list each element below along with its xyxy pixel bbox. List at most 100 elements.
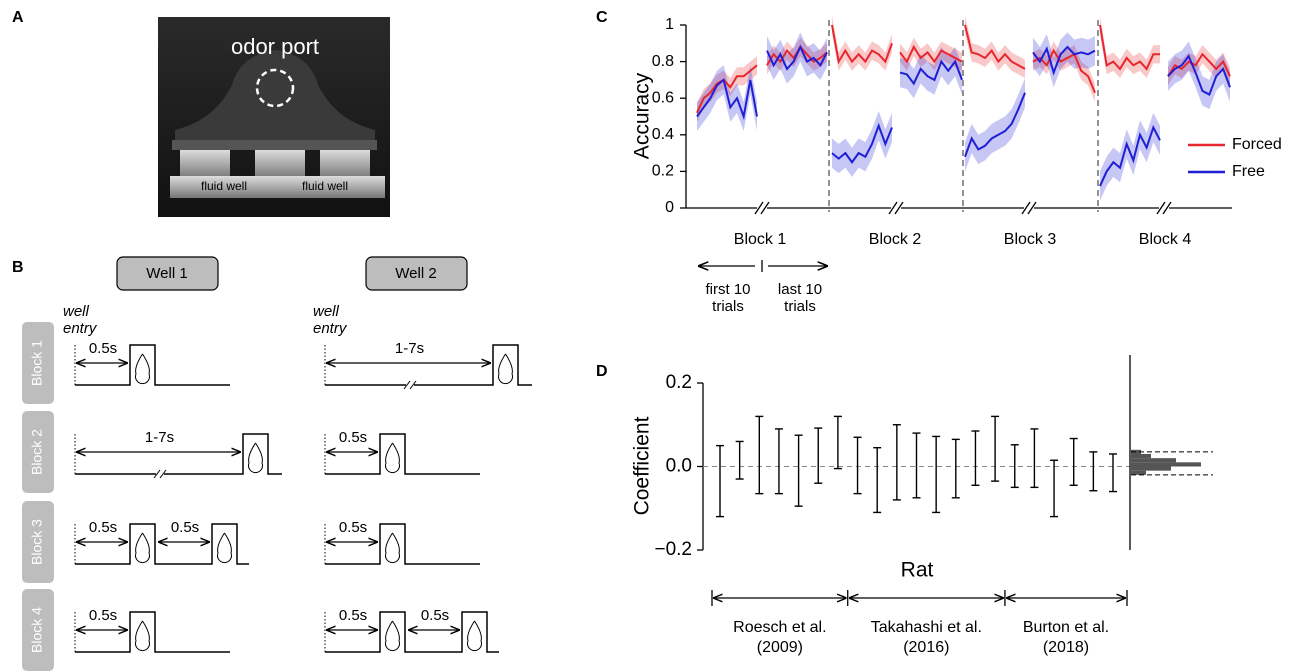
group-year: (2009)	[757, 639, 803, 656]
axis-break	[888, 201, 898, 215]
delay-label: 0.5s	[89, 519, 117, 536]
reward-drop	[385, 620, 400, 652]
accuracy-line	[766, 44, 828, 71]
entry-label: entry	[63, 320, 98, 337]
accuracy-line	[964, 24, 1026, 70]
error-band	[1100, 15, 1160, 79]
accuracy-line	[899, 59, 963, 86]
accuracy-line	[831, 24, 893, 65]
axis-break	[1027, 201, 1037, 215]
accuracy-line	[1032, 48, 1096, 94]
reward-drop	[217, 532, 232, 564]
delay-label: 0.5s	[171, 519, 199, 536]
axis-break	[156, 469, 164, 479]
port-label: odor port	[231, 34, 319, 59]
timeline	[325, 523, 480, 565]
entry-label: entry	[313, 320, 348, 337]
entry-label: well	[313, 303, 340, 320]
group-year: (2016)	[903, 639, 949, 656]
block-label: Block 3	[1004, 231, 1057, 248]
segment-label: trials	[784, 298, 816, 315]
block-label: Block 2	[869, 231, 922, 248]
axis-break	[760, 201, 770, 215]
y-axis-label: Accuracy	[631, 72, 654, 159]
null-hist-bar	[1131, 470, 1146, 475]
block	[180, 150, 230, 178]
error-band	[965, 78, 1025, 172]
error-band	[832, 15, 892, 71]
delay-label: 0.5s	[339, 607, 367, 624]
well-label: fluid well	[201, 179, 247, 193]
error-band	[900, 46, 962, 99]
axis-break	[406, 380, 414, 390]
delay-label: 0.5s	[89, 340, 117, 357]
delay-label: 0.5s	[339, 519, 367, 536]
y-tick-label: 0.2	[652, 163, 674, 180]
delay-label: 0.5s	[421, 607, 449, 624]
axis-break	[409, 380, 417, 390]
timeline	[75, 523, 249, 565]
port-circle	[255, 68, 295, 108]
block-label: Block 1	[734, 231, 787, 248]
well-label: fluid well	[302, 179, 348, 193]
delay-label: 0.5s	[89, 607, 117, 624]
well-button	[116, 256, 219, 291]
well-bar	[170, 176, 385, 198]
axis-break	[1021, 201, 1031, 215]
entry-label: well	[63, 303, 90, 320]
y-axis-label: Coefficient	[631, 416, 654, 515]
delay-label: 0.5s	[339, 429, 367, 446]
reward-drop	[385, 442, 400, 474]
well-title: Well 2	[395, 265, 436, 282]
reward-drop	[135, 532, 150, 564]
y-tick-label: 0.8	[652, 53, 674, 70]
reward-drop	[467, 620, 482, 652]
block-tag	[22, 589, 54, 671]
reward-drop	[385, 532, 400, 564]
y-tick-label: −0.2	[654, 539, 692, 560]
axis-break	[403, 380, 411, 390]
well-title: Well 1	[146, 265, 187, 282]
delay-label: 1-7s	[395, 340, 424, 357]
accuracy-line	[831, 122, 893, 164]
axis-break	[1156, 201, 1166, 215]
accuracy-line	[696, 78, 758, 121]
null-hist-bar	[1131, 466, 1171, 471]
legend-label: Forced	[1232, 136, 1282, 153]
group-year: (2018)	[1043, 639, 1089, 656]
y-tick-label: 0.6	[652, 89, 674, 106]
null-hist-bar	[1131, 458, 1176, 463]
timeline	[75, 344, 230, 386]
block-tag	[22, 411, 54, 493]
timeline	[325, 611, 499, 653]
panel-label: A	[12, 9, 24, 26]
panel-label: D	[596, 363, 608, 380]
group-name: Burton et al.	[1023, 619, 1109, 636]
reward-drop	[498, 353, 513, 385]
error-band	[1168, 41, 1230, 110]
segment-label: first 10	[705, 281, 750, 298]
error-band	[697, 56, 757, 122]
panel-label: B	[12, 259, 24, 276]
block-label: Block 4	[29, 607, 45, 653]
panel-c: C Accuracy 0 0.2 0.4 0.6 0.8 1 Block 1 Block 2 Blo…	[596, 9, 1282, 315]
odor-port-plate	[175, 50, 375, 145]
timeline	[325, 344, 532, 386]
accuracy-line	[696, 64, 758, 114]
accuracy-line	[1032, 45, 1096, 76]
group-name: Roesch et al.	[733, 619, 826, 636]
y-tick-label: 0.4	[652, 126, 674, 143]
axis-break	[894, 201, 904, 215]
block-label: Block 1	[29, 340, 45, 386]
segment-label: trials	[712, 298, 744, 315]
group-name: Takahashi et al.	[871, 619, 982, 636]
error-band	[1100, 112, 1160, 201]
reward-drop	[248, 442, 263, 474]
accuracy-line	[1099, 24, 1160, 71]
timeline	[325, 433, 480, 475]
y-tick-label: 0.2	[666, 372, 692, 393]
x-axis-label: Rat	[901, 559, 934, 582]
block-tag	[22, 501, 54, 583]
